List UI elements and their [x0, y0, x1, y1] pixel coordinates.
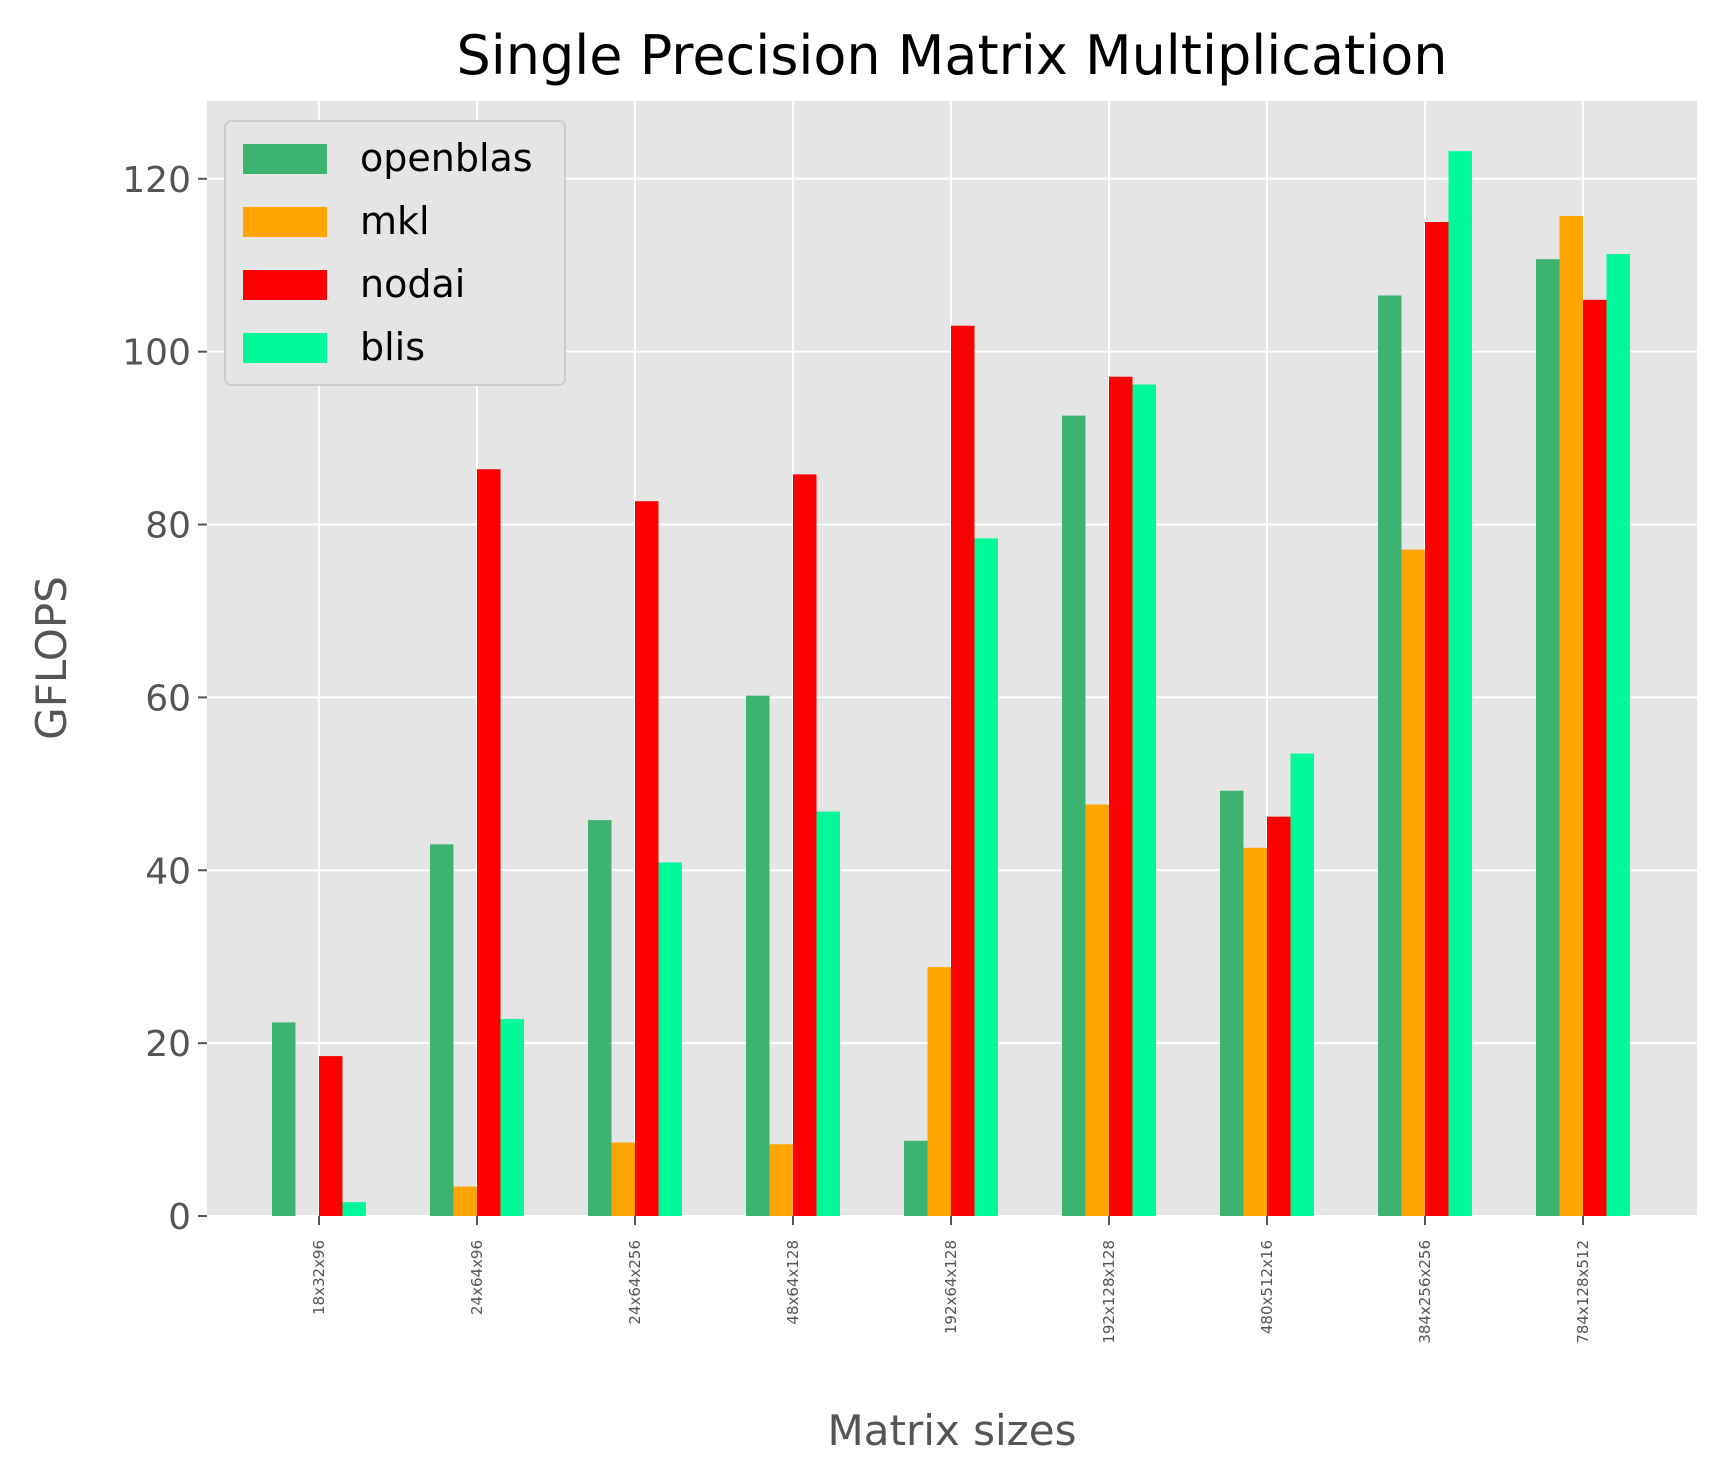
bar-mkl-784x128x512 — [1559, 215, 1583, 1216]
legend-label-openblas: openblas — [360, 136, 533, 180]
legend-label-blis: blis — [360, 325, 425, 369]
bar-openblas-24x64x96 — [430, 844, 454, 1216]
bar-mkl-192x128x128 — [1085, 804, 1109, 1216]
y-tick-label: 20 — [145, 1024, 191, 1065]
legend-box — [224, 120, 566, 386]
bar-blis-24x64x256 — [658, 862, 682, 1216]
bar-openblas-784x128x512 — [1536, 259, 1560, 1216]
x-tick-label: 18x32x96 — [310, 1240, 328, 1315]
bar-openblas-192x128x128 — [1062, 415, 1086, 1217]
legend: openblas mkl nodai blis — [224, 120, 566, 386]
bar-openblas-48x64x128 — [746, 695, 770, 1216]
bar-openblas-24x64x256 — [588, 820, 612, 1216]
bar-mkl-480x512x16 — [1243, 847, 1267, 1216]
y-tick-label: 120 — [122, 160, 191, 201]
legend-swatch-mkl — [243, 207, 327, 237]
legend-label-nodai: nodai — [360, 262, 465, 306]
x-tick-label: 384x256x256 — [1416, 1240, 1434, 1344]
bar-mkl-24x64x256 — [611, 1142, 635, 1216]
bar-openblas-480x512x16 — [1220, 790, 1244, 1216]
bar-nodai-384x256x256 — [1425, 222, 1449, 1216]
bar-mkl-48x64x128 — [769, 1144, 793, 1216]
x-tick-label: 24x64x256 — [626, 1240, 644, 1325]
bar-nodai-24x64x256 — [635, 501, 659, 1216]
y-tick-label: 60 — [145, 678, 191, 719]
bar-nodai-784x128x512 — [1583, 299, 1607, 1216]
bar-nodai-48x64x128 — [793, 474, 817, 1216]
x-tick-labels: 18x32x96 24x64x96 24x64x256 48x64x128 192x64… — [310, 1240, 1592, 1344]
x-tick-label: 192x128x128 — [1100, 1240, 1118, 1344]
y-axis-label: GFLOPS — [27, 576, 76, 740]
bar-blis-480x512x16 — [1290, 753, 1314, 1216]
bars — [272, 151, 1630, 1217]
y-tick-label: 40 — [145, 851, 191, 892]
bar-blis-192x128x128 — [1132, 384, 1156, 1216]
y-tick-label: 100 — [122, 333, 191, 374]
bar-mkl-192x64x128 — [927, 967, 951, 1216]
bar-openblas-18x32x96 — [272, 1022, 296, 1216]
x-axis-label: Matrix sizes — [828, 1406, 1077, 1455]
bar-mkl-24x64x96 — [453, 1186, 477, 1216]
legend-swatch-nodai — [243, 270, 327, 300]
bar-openblas-192x64x128 — [904, 1140, 928, 1216]
legend-label-mkl: mkl — [360, 199, 430, 243]
axes — [198, 177, 1584, 1225]
bar-nodai-192x128x128 — [1109, 376, 1133, 1216]
bar-blis-24x64x96 — [500, 1018, 524, 1216]
x-tick-label: 24x64x96 — [468, 1240, 486, 1315]
y-tick-labels: 0 20 40 60 80 100 120 — [122, 160, 191, 1238]
bar-openblas-384x256x256 — [1378, 295, 1402, 1216]
bar-blis-18x32x96 — [342, 1202, 366, 1216]
legend-swatch-blis — [243, 333, 327, 363]
bar-blis-192x64x128 — [974, 538, 998, 1216]
legend-swatch-openblas — [243, 144, 327, 174]
bar-nodai-192x64x128 — [951, 325, 975, 1217]
bar-blis-48x64x128 — [816, 811, 840, 1216]
x-tick-label: 480x512x16 — [1258, 1240, 1276, 1334]
bar-nodai-18x32x96 — [319, 1056, 343, 1216]
bar-nodai-480x512x16 — [1267, 816, 1291, 1216]
chart-title: Single Precision Matrix Multiplication — [457, 24, 1448, 87]
x-tick-label: 784x128x512 — [1574, 1240, 1592, 1344]
x-tick-label: 192x64x128 — [942, 1240, 960, 1334]
x-tick-label: 48x64x128 — [784, 1240, 802, 1325]
bar-nodai-24x64x96 — [477, 469, 501, 1216]
bar-blis-784x128x512 — [1606, 253, 1630, 1216]
y-tick-label: 80 — [145, 506, 191, 547]
bar-blis-384x256x256 — [1448, 151, 1472, 1216]
y-tick-label: 0 — [168, 1197, 191, 1238]
bar-mkl-384x256x256 — [1401, 549, 1425, 1216]
